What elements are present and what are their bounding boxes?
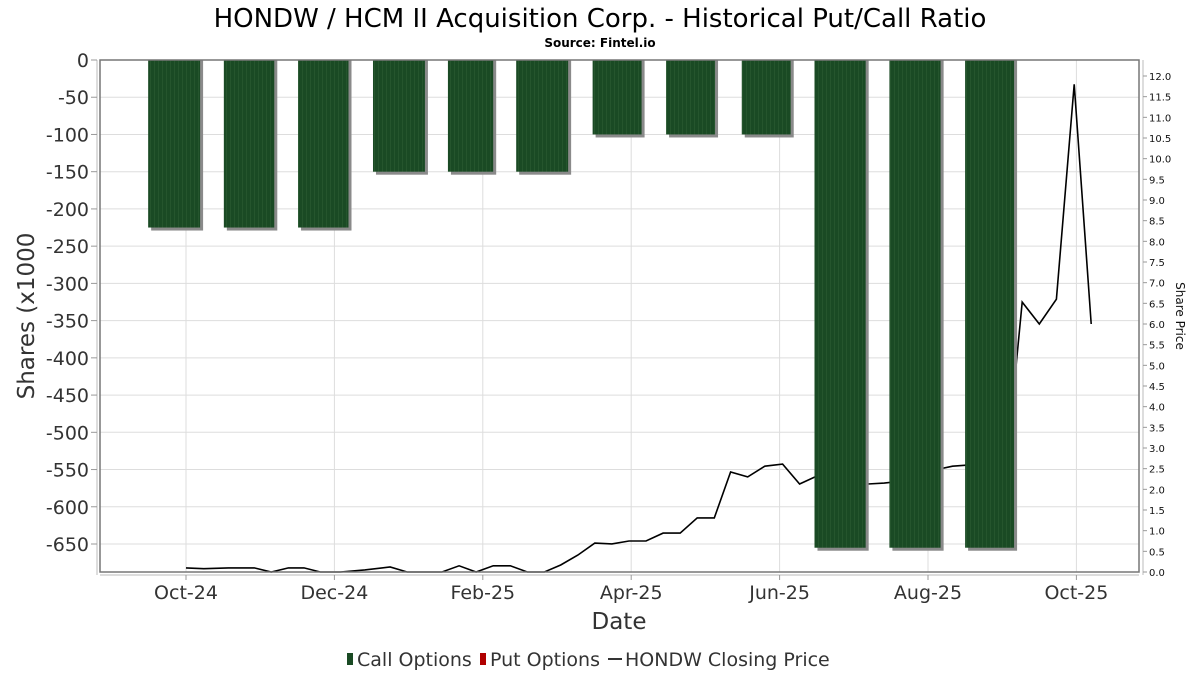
call-option-bars — [148, 60, 1018, 551]
x-tick-label: Aug-25 — [894, 582, 962, 604]
right-tick-label: 3.0 — [1149, 444, 1165, 455]
right-tick-label: 2.0 — [1149, 485, 1165, 496]
right-tick-label: 9.5 — [1149, 175, 1165, 186]
right-tick-label: 0.5 — [1149, 547, 1165, 558]
y2-axis-label: Share Price — [1173, 282, 1187, 350]
right-tick-label: 0.0 — [1149, 568, 1165, 579]
call-option-bar — [298, 60, 349, 228]
x-tick-label: Feb-25 — [450, 582, 515, 604]
left-tick-label: -450 — [46, 385, 89, 407]
legend-label: Call Options — [357, 649, 472, 671]
y-axis-label: Shares (x1000 — [14, 233, 40, 400]
right-tick-label: 5.0 — [1149, 361, 1165, 372]
left-tick-label: 0 — [77, 50, 89, 72]
left-tick-label: -100 — [46, 124, 89, 146]
left-tick-label: -600 — [46, 497, 89, 519]
right-tick-label: 7.5 — [1149, 258, 1165, 269]
right-tick-label: 1.5 — [1149, 506, 1165, 517]
left-tick-label: -300 — [46, 273, 89, 295]
call-option-bar — [223, 60, 275, 228]
right-axis-ticks: 0.0 0.5 1.0 1.5 2.0 2.5 3.0 3.5 4.0 4.5 5.0 5.5 6.0 6… — [1143, 72, 1171, 579]
left-tick-label: -250 — [46, 236, 89, 258]
call-option-bar — [889, 60, 941, 548]
right-tick-label: 10.5 — [1149, 134, 1171, 145]
right-tick-label: 8.5 — [1149, 217, 1165, 228]
left-tick-label: -500 — [46, 422, 89, 444]
call-option-bar — [741, 60, 791, 135]
left-tick-label: -350 — [46, 311, 89, 333]
right-tick-label: 4.0 — [1149, 403, 1165, 414]
call-option-bar — [148, 60, 201, 228]
x-tick-label: Apr-25 — [600, 582, 663, 604]
right-tick-label: 2.5 — [1149, 465, 1165, 476]
right-tick-label: 6.0 — [1149, 320, 1165, 331]
right-tick-label: 7.0 — [1149, 279, 1165, 290]
right-tick-label: 8.0 — [1149, 237, 1165, 248]
x-axis-label: Date — [592, 609, 647, 635]
legend-swatch-call — [347, 653, 353, 665]
closing-price-polyline — [185, 84, 1092, 573]
call-option-bar — [592, 60, 642, 135]
legend-swatch-put — [480, 653, 486, 665]
left-tick-label: -650 — [46, 534, 89, 556]
x-tick-label: Oct-24 — [154, 582, 218, 604]
call-option-bar — [447, 60, 494, 172]
call-option-bar — [666, 60, 716, 135]
plot-area-frame — [99, 59, 1140, 573]
right-tick-label: 11.5 — [1149, 93, 1171, 104]
left-axis-ticks: 0 -50 -100 -150 -200 -250 -300 -350 -400 -450 -500… — [46, 50, 97, 556]
right-tick-label: 3.5 — [1149, 423, 1165, 434]
right-tick-label: 9.0 — [1149, 196, 1165, 207]
x-tick-label: Jun-25 — [748, 582, 810, 604]
call-option-bar — [814, 60, 866, 548]
right-tick-label: 12.0 — [1149, 72, 1171, 83]
right-tick-label: 5.5 — [1149, 341, 1165, 352]
call-option-bar — [965, 60, 1015, 548]
left-tick-label: -50 — [58, 87, 89, 109]
right-tick-label: 4.5 — [1149, 382, 1165, 393]
left-tick-label: -150 — [46, 162, 89, 184]
x-tick-label: Dec-24 — [300, 582, 368, 604]
chart-title: HONDW / HCM II Acquisition Corp. - Histo… — [214, 4, 987, 34]
x-axis-ticks: Oct-24 Dec-24 Feb-25 Apr-25 Jun-25 Aug-25 Oct-… — [154, 575, 1108, 604]
legend: Call Options Put Options HONDW Closing Pri… — [347, 649, 830, 671]
right-tick-label: 1.0 — [1149, 527, 1165, 538]
chart-subtitle: Source: Fintel.io — [544, 36, 655, 50]
left-tick-label: -400 — [46, 348, 89, 370]
x-tick-label: Oct-25 — [1044, 582, 1108, 604]
legend-label: HONDW Closing Price — [625, 649, 830, 671]
call-option-bar — [372, 60, 425, 172]
legend-label: Put Options — [490, 649, 600, 671]
left-tick-label: -200 — [46, 199, 89, 221]
right-tick-label: 11.0 — [1149, 113, 1171, 124]
call-option-bar — [516, 60, 569, 172]
left-tick-label: -550 — [46, 460, 89, 482]
right-tick-label: 10.0 — [1149, 155, 1171, 166]
closing-price-line — [185, 84, 1092, 573]
right-tick-label: 6.5 — [1149, 299, 1165, 310]
